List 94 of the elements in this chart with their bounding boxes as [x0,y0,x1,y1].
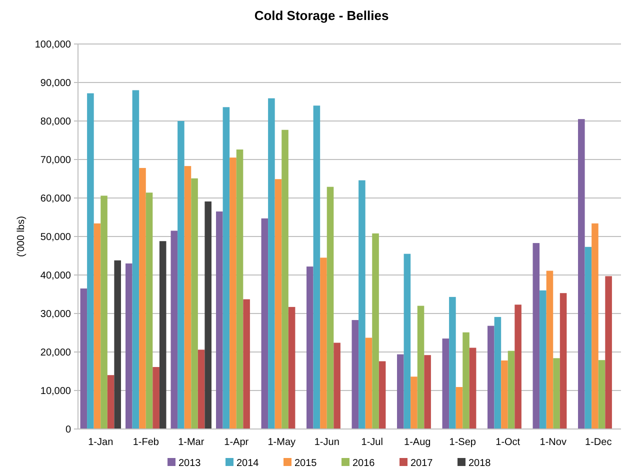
bar [261,218,268,429]
bar [546,270,554,429]
bar [494,316,502,429]
legend-label: 2018 [468,458,492,469]
bar [514,304,522,429]
bar [456,387,463,429]
bar [126,263,132,429]
bar [87,93,94,429]
legend-label: 2013 [178,458,202,469]
y-tick-label: 80,000 [40,116,72,128]
bar [159,241,166,429]
x-tick-label: 1-Apr [224,437,250,448]
x-tick-label: 1-Jul [361,437,383,448]
x-tick-label: 1-Dec [585,437,612,448]
bar [404,254,411,429]
bar [100,196,108,429]
bar [358,180,366,429]
bar [488,326,494,429]
bar [598,360,606,429]
bar [236,149,244,429]
bar [378,361,386,429]
bar [139,168,146,429]
bar [204,201,212,429]
x-tick-label: 1-Aug [404,437,431,448]
bar [146,192,153,429]
bar [152,367,160,429]
bar [170,230,178,429]
y-tick-label: 10,000 [40,386,72,397]
bar [372,233,379,429]
bar [553,358,560,429]
bar [424,355,431,429]
x-tick-label: 1-Sep [449,437,476,448]
bar [449,296,456,429]
bar [508,350,515,429]
bar [605,276,612,429]
bar [94,223,101,429]
bar [216,211,223,429]
bar [107,375,114,429]
x-tick-label: 1-Mar [178,437,205,448]
bar [560,293,567,429]
bar [417,306,424,429]
bar [462,332,470,429]
y-tick-label: 20,000 [40,348,72,358]
bar [469,348,476,429]
bar [397,354,404,429]
bar [184,166,192,429]
y-tick-label: 100,000 [34,40,72,50]
bar [334,342,340,429]
bar [320,258,327,429]
y-tick-label: 50,000 [40,232,72,243]
bar [222,107,230,429]
y-tick-label: 90,000 [40,78,72,89]
bar [282,130,288,429]
bar [198,350,205,429]
x-tick-label: 1-Feb [132,437,160,448]
bar [578,119,585,429]
y-axis-title: ('000 lbs) [16,216,27,257]
x-tick-label: 1-Jan [88,437,114,448]
x-tick-label: 1-Nov [540,437,566,448]
bar [191,178,198,429]
bar [442,338,450,429]
bar [313,106,320,429]
bar [410,376,418,429]
bar [80,288,88,429]
bar [114,260,121,429]
bar [584,246,592,429]
bar [243,299,250,429]
legend-label: 2017 [410,458,434,469]
bar [132,90,140,429]
bar [230,158,236,429]
y-tick-label: 0 [65,424,72,436]
bar [592,223,598,429]
bar [274,179,282,429]
bar [532,243,540,429]
legend-label: 2016 [352,458,376,469]
x-tick-label: 1-Oct [496,437,520,448]
bar [268,98,275,429]
x-tick-label: 1-May [268,437,296,448]
bar [306,266,314,429]
y-tick-label: 60,000 [40,194,72,204]
y-tick-label: 40,000 [40,270,72,282]
y-tick-label: 30,000 [40,309,72,320]
legend-label: 2014 [236,458,260,469]
x-tick-label: 1-Jun [314,437,340,448]
legend-label: 2015 [294,458,318,469]
bar [326,186,334,429]
bar [178,121,184,429]
bar [365,338,372,429]
y-tick-label: 70,000 [40,155,72,166]
bar [540,290,546,429]
bar [288,306,296,429]
chart-title: Cold Storage - Bellies [254,8,389,23]
bar [501,360,508,429]
bar [352,320,359,429]
